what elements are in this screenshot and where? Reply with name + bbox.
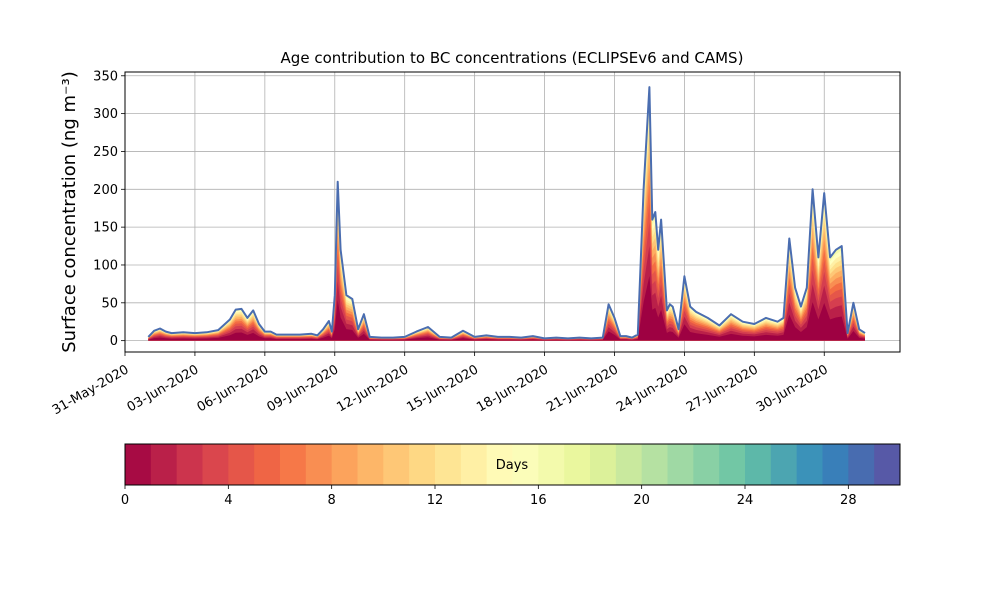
colorbar-segment: [280, 444, 307, 485]
x-tick-label: 31-May-2020: [50, 362, 132, 418]
colorbar-segment: [486, 444, 513, 485]
y-tick-label: 300: [93, 107, 118, 122]
colorbar: [124, 443, 901, 486]
x-tick-label: 15-Jun-2020: [404, 362, 481, 415]
colorbar-segment: [305, 444, 333, 485]
y-tick-label: 150: [93, 221, 118, 236]
y-tick-label: 50: [101, 296, 118, 311]
colorbar-segment: [796, 444, 823, 485]
total-concentration-line: [147, 86, 866, 340]
colorbar-segment: [641, 444, 668, 485]
colorbar-tick-label: 20: [633, 493, 650, 508]
colorbar-segment: [202, 444, 229, 485]
x-tick-label: 03-Jun-2020: [125, 362, 202, 415]
colorbar-tick-label: 28: [840, 493, 857, 508]
colorbar-segment: [590, 444, 617, 485]
colorbar-segment: [822, 444, 849, 485]
colorbar-segment: [254, 444, 281, 485]
colorbar-tick-label: 0: [121, 493, 129, 508]
colorbar-segment: [460, 444, 488, 485]
age-band-area: [148, 276, 866, 341]
colorbar-segment: [615, 444, 643, 485]
colorbar-segment: [435, 444, 462, 485]
x-tick-label: 21-Jun-2020: [544, 362, 621, 415]
colorbar-tick-label: 4: [224, 493, 232, 508]
x-tick-label: 24-Jun-2020: [614, 362, 691, 415]
x-tick-label: 06-Jun-2020: [195, 362, 272, 415]
y-tick-label: 350: [93, 69, 118, 84]
y-axis-ticks: 0 50 100 150 200 250 300 350: [93, 69, 125, 349]
plot-area: [125, 72, 900, 352]
colorbar-segment: [745, 444, 772, 485]
colorbar-ticks: 0 4 8 12 16 20 24 28: [121, 485, 857, 508]
colorbar-segment: [564, 444, 591, 485]
colorbar-segment: [331, 444, 358, 485]
colorbar-tick-label: 24: [737, 493, 754, 508]
y-tick-label: 0: [110, 334, 118, 349]
x-axis-ticks: 31-May-202003-Jun-202006-Jun-202009-Jun-…: [50, 352, 831, 418]
plot-background: [125, 72, 900, 352]
x-tick-label: 27-Jun-2020: [684, 362, 761, 415]
plot-frame: [124, 71, 901, 353]
colorbar-segment: [667, 444, 694, 485]
colorbar-label: Days: [496, 458, 529, 473]
y-tick-label: 250: [93, 145, 118, 160]
colorbar-segment: [874, 444, 901, 485]
x-tick-label: 18-Jun-2020: [474, 362, 551, 415]
colorbar-segment: [176, 444, 203, 485]
colorbar-tick-label: 12: [427, 493, 444, 508]
total-line: [147, 86, 866, 340]
colorbar-tick-label: 8: [328, 493, 336, 508]
colorbar-segment: [409, 444, 436, 485]
colorbar-segment: [150, 444, 178, 485]
axes-frame: [124, 71, 901, 353]
colorbar-segment: [770, 444, 798, 485]
colorbar-tick-label: 16: [530, 493, 547, 508]
colorbar-segment: [693, 444, 720, 485]
colorbar-segment: [848, 444, 875, 485]
x-tick-label: 09-Jun-2020: [265, 362, 342, 415]
colorbar-segment: [538, 444, 565, 485]
y-axis-label: Surface concentration (ng m⁻³): [59, 71, 80, 353]
colorbar-segment: [228, 444, 255, 485]
colorbar-segment: [125, 444, 152, 485]
colorbar-segment: [719, 444, 746, 485]
colorbar-segment: [512, 444, 539, 485]
colorbar-segment: [357, 444, 384, 485]
age-bands: [148, 87, 866, 341]
x-tick-label: 12-Jun-2020: [334, 362, 411, 415]
colorbar-segment: [383, 444, 410, 485]
x-tick-label: 30-Jun-2020: [754, 362, 831, 415]
y-tick-label: 100: [93, 258, 118, 273]
colorbar-frame: [124, 443, 901, 486]
y-tick-label: 200: [93, 183, 118, 198]
chart-title: Age contribution to BC concentrations (E…: [281, 49, 744, 67]
